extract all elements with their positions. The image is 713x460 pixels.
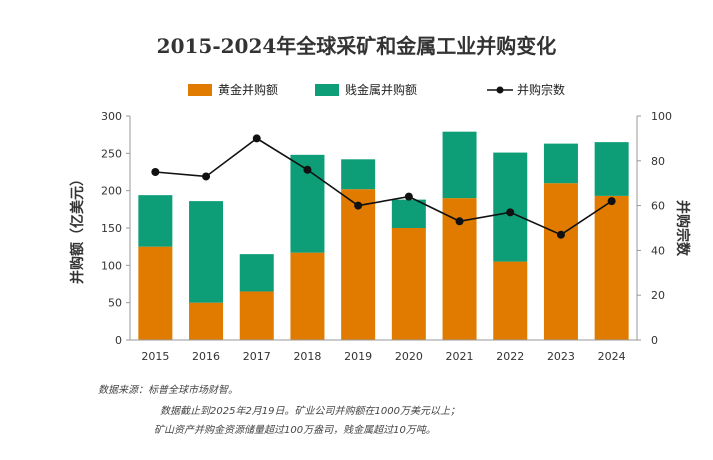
count-point — [607, 197, 616, 206]
gold-bar — [543, 183, 578, 340]
base-metal-bar — [341, 159, 376, 190]
x-tick-label: 2018 — [293, 350, 321, 363]
x-axis: 2015 2016 2017 2018 2019 2020 2021 2022 2023 2024 — [130, 339, 637, 363]
legend-label: 黄金并购额 — [218, 82, 278, 97]
gold-bar — [341, 189, 376, 340]
count-point — [556, 230, 565, 239]
count-line-path — [155, 137, 613, 236]
left-tick-label: 200 — [101, 185, 122, 198]
cutoff-note: 数据截止到2025年2月19日。矿业公司并购额在1000万美元以上； — [160, 406, 460, 417]
gold-bar — [138, 246, 173, 340]
count-point — [252, 134, 261, 143]
count-point — [506, 208, 515, 217]
x-tick-label: 2017 — [243, 350, 271, 363]
right-tick-label: 40 — [651, 244, 665, 257]
count-point — [455, 217, 464, 226]
left-tick-label: 300 — [101, 110, 122, 123]
x-tick-label: 2021 — [446, 350, 474, 363]
base-metal-bar — [138, 195, 173, 247]
base-metal-bar — [442, 131, 477, 199]
gold-bar — [239, 291, 274, 340]
base-metal-bar — [391, 199, 426, 228]
count-point — [404, 192, 413, 201]
right-axis: 0 20 40 60 80 100 — [636, 110, 672, 347]
threshold-note: 矿山资产并购金资源储量超过100万盎司，贱金属超过10万吨。 — [154, 425, 436, 436]
count-line — [151, 134, 616, 239]
base-metal-bar — [594, 142, 629, 196]
x-tick-label: 2020 — [395, 350, 423, 363]
legend-label: 并购宗数 — [517, 82, 565, 97]
count-point — [202, 172, 211, 181]
count-point — [151, 168, 160, 176]
left-axis: 0 50 100 150 200 250 300 — [101, 110, 131, 347]
left-tick-label: 100 — [101, 259, 122, 272]
source-note: 数据来源：标普全球市场财智。 — [98, 385, 238, 396]
gold-bar — [391, 228, 426, 340]
legend-label: 贱金属并购额 — [345, 82, 417, 97]
gold-bar — [493, 261, 528, 340]
right-tick-label: 0 — [651, 334, 658, 347]
left-tick-label: 50 — [108, 297, 122, 310]
left-tick-label: 250 — [101, 147, 122, 160]
left-tick-label: 150 — [101, 222, 122, 235]
x-tick-label: 2015 — [141, 350, 169, 363]
right-tick-label: 100 — [651, 110, 672, 123]
gold-bar — [290, 252, 325, 340]
right-tick-label: 60 — [651, 200, 665, 213]
x-tick-label: 2024 — [598, 350, 626, 363]
x-tick-label: 2019 — [344, 350, 372, 363]
legend-marker — [496, 86, 504, 94]
count-point — [303, 165, 312, 174]
x-tick-label: 2023 — [547, 350, 575, 363]
base-metal-bar — [493, 152, 528, 262]
y-axis-title: 并购额（亿美元） — [69, 172, 86, 284]
chart-title: 2015-2024年全球采矿和金属工业并购变化 — [156, 34, 557, 58]
x-tick-label: 2022 — [496, 350, 524, 363]
legend-swatch — [315, 84, 339, 96]
x-tick-label: 2016 — [192, 350, 220, 363]
base-metal-bar — [239, 254, 274, 292]
left-tick-label: 0 — [115, 334, 122, 347]
base-metal-bar — [543, 143, 578, 184]
legend: 黄金并购额 贱金属并购额 并购宗数 — [188, 82, 565, 97]
base-metal-bar — [189, 201, 224, 303]
y2-axis-title: 并购宗数 — [674, 200, 691, 257]
right-tick-label: 80 — [651, 155, 665, 168]
bars — [138, 131, 629, 340]
gold-bar — [594, 195, 629, 340]
right-tick-label: 20 — [651, 289, 665, 302]
gold-bar — [189, 302, 224, 340]
count-point — [354, 201, 363, 210]
legend-swatch — [188, 84, 212, 96]
